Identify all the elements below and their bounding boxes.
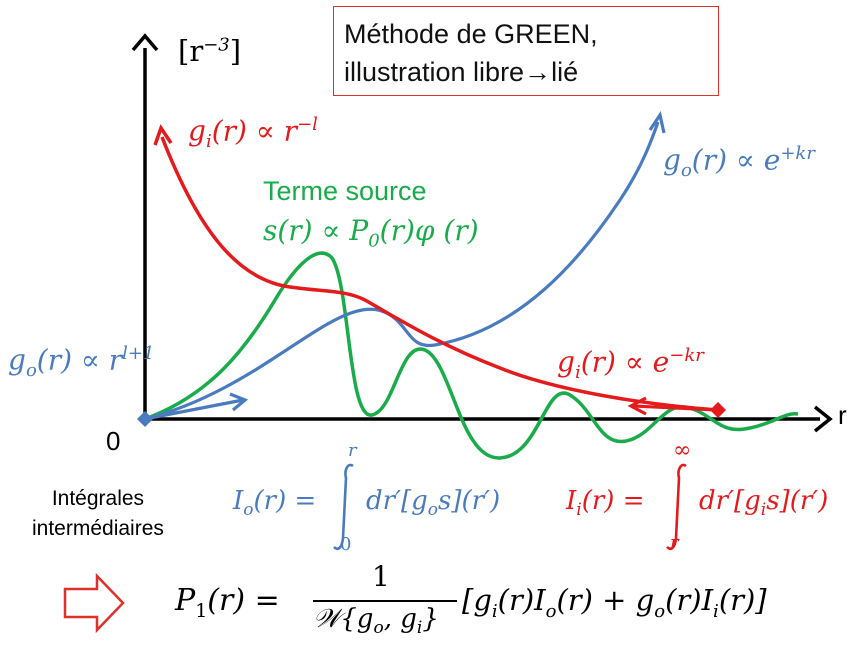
- go-start-arrow-icon: [229, 392, 249, 412]
- formula-lhs: P1(r) =: [175, 583, 280, 622]
- Ii-lhs: Ii(r) =: [566, 486, 645, 521]
- Io-lhs: Io(r) =: [233, 486, 317, 521]
- source-term-formula: s(r) ∝ P0(r)φ (r): [263, 214, 479, 252]
- y-axis-arrow-icon: [131, 33, 159, 52]
- go-curve-end-arrow-icon: [648, 110, 666, 134]
- go-start-arrow: [149, 398, 244, 420]
- origin-label: 0: [106, 426, 121, 456]
- gi-end-arrow-icon: [627, 396, 647, 416]
- y-unit-label: [r−3]: [178, 34, 242, 68]
- title-line-1: Méthode de GREEN,: [344, 19, 598, 49]
- gi-curve: [160, 136, 719, 412]
- Ii-upper-limit: ∞: [673, 438, 692, 463]
- source-term-title: Terme source: [263, 176, 427, 206]
- implies-arrow-icon: [63, 572, 125, 634]
- formula-bracket: [gi(r)Io(r) + go(r)Ii(r)]: [462, 583, 767, 622]
- formula-denominator: 𝒲{go, gi}: [313, 604, 439, 639]
- x-axis-label: r: [838, 400, 847, 430]
- origin-marker: [137, 411, 153, 427]
- go-power-label: go(r) ∝ rl+1: [8, 343, 155, 381]
- integrals-caption: Intégrales intermédiaires: [32, 487, 164, 540]
- Io-integral-sign: [333, 463, 354, 550]
- Io-lower-limit: 0: [340, 534, 352, 555]
- gi-end-arrow: [633, 404, 719, 412]
- gi-exp-label: gi(r) ∝ e−kr: [557, 345, 704, 383]
- gi-curve-end-arrow-icon: [153, 124, 173, 146]
- formula-numerator: 1: [372, 560, 390, 593]
- Ii-body: dr′[gis](r′): [699, 486, 829, 521]
- infinity-marker: [710, 402, 726, 418]
- go-exp-label: go(r) ∝ e+kr: [663, 143, 815, 181]
- Ii-integral-sign: [666, 463, 687, 550]
- go-curve: [144, 121, 660, 421]
- Ii-lower-limit: r: [670, 532, 679, 553]
- x-axis-arrow-icon: [813, 405, 833, 433]
- title-line-2: illustration libre→lié: [344, 57, 579, 87]
- gi-power-label: gi(r) ∝ r−l: [188, 114, 318, 152]
- Io-body: dr′[gos](r′): [366, 486, 501, 521]
- Io-upper-limit: r: [348, 440, 357, 461]
- title-box: Méthode de GREEN, illustration libre→lié: [333, 6, 719, 96]
